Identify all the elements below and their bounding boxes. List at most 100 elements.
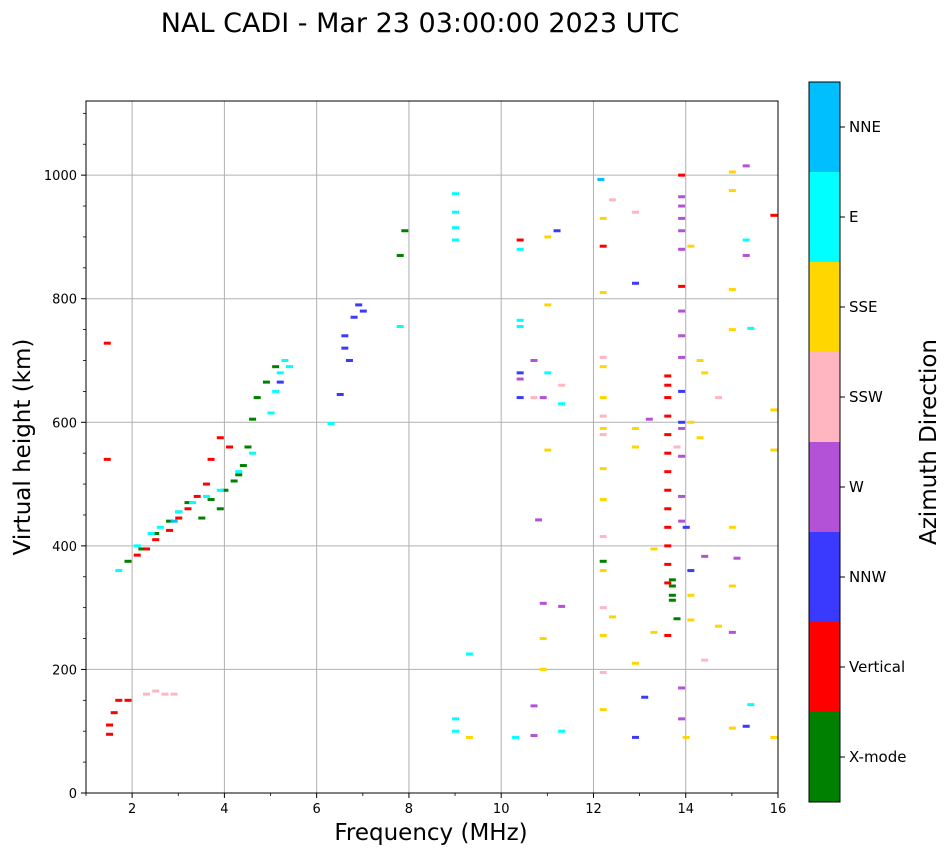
data-point-e: [115, 569, 123, 573]
data-point-x-mode: [272, 365, 280, 369]
data-point-x-mode: [673, 617, 681, 621]
data-point-e: [189, 501, 197, 505]
data-point-vertical: [770, 213, 778, 217]
data-point-nnw: [341, 346, 349, 350]
data-point-nnw: [553, 229, 561, 233]
data-point-x-mode: [668, 598, 676, 602]
data-point-e: [512, 735, 520, 739]
x-tick-label: 2: [128, 802, 136, 817]
data-point-sse: [599, 291, 607, 295]
grid-lines: [86, 101, 779, 794]
data-point-w: [678, 426, 686, 430]
data-point-sse: [608, 615, 616, 619]
data-point-sse: [599, 365, 607, 369]
colorbar-segment: [809, 262, 840, 352]
data-point-sse: [631, 426, 639, 430]
data-point-sse: [687, 618, 695, 622]
data-point-ssw: [599, 355, 607, 359]
data-point-w: [535, 518, 543, 522]
data-point-sse: [728, 170, 736, 174]
data-point-vertical: [664, 633, 672, 637]
y-tick-label: 200: [52, 663, 77, 678]
data-point-nnw: [276, 380, 284, 384]
data-point-x-mode: [668, 578, 676, 582]
data-point-sse: [715, 624, 723, 628]
data-point-nnw: [516, 371, 524, 375]
data-point-sse: [650, 547, 658, 551]
data-point-nnw: [359, 309, 367, 313]
data-point-sse: [599, 396, 607, 400]
data-point-vertical: [110, 711, 118, 715]
y-tick-label: 0: [69, 787, 77, 802]
data-point-ssw: [170, 692, 178, 696]
data-point-vertical: [175, 516, 183, 520]
data-point-w: [530, 359, 538, 362]
data-point-w: [530, 734, 538, 738]
colorbar: X-mode Vertical NNW W SSW SSE E NNE: [808, 81, 906, 803]
data-point-x-mode: [244, 445, 252, 449]
data-point-sse: [650, 630, 658, 634]
data-point-e: [396, 325, 404, 329]
data-point-sse: [770, 448, 778, 452]
y-tick-label: 1000: [44, 169, 77, 184]
data-point-x-mode: [138, 547, 146, 551]
data-point-w: [678, 355, 686, 359]
data-point-vertical: [678, 284, 686, 288]
data-point-vertical: [226, 445, 234, 449]
data-point-nne: [170, 519, 178, 523]
colorbar-segment: [809, 622, 840, 712]
data-point-sse: [770, 735, 778, 739]
data-point-x-mode: [152, 532, 160, 535]
data-point-sse: [696, 436, 704, 440]
data-point-vertical: [664, 544, 672, 548]
data-point-w: [539, 396, 547, 400]
data-point-ssw: [673, 445, 681, 449]
data-points: [103, 164, 778, 739]
data-point-ssw: [631, 210, 639, 214]
data-point-nnw: [687, 569, 695, 573]
data-point-x-mode: [401, 229, 409, 233]
x-axis-ticks: 2 4 6 8 10 12 14 16: [85, 793, 786, 817]
colorbar-label: Vertical: [849, 658, 905, 676]
colorbar-label: X-mode: [849, 748, 906, 766]
data-point-e: [516, 247, 524, 251]
data-point-nnw: [631, 735, 639, 739]
data-point-w: [701, 554, 709, 558]
data-point-x-mode: [249, 417, 257, 421]
data-point-ssw: [608, 198, 616, 202]
data-point-w: [530, 704, 538, 708]
data-point-e: [249, 451, 257, 455]
data-point-e: [452, 729, 460, 733]
data-point-sse: [599, 467, 607, 471]
y-axis-ticks: 0 200 400 600 800 1000: [44, 112, 86, 802]
data-point-vertical: [124, 698, 132, 702]
data-point-vertical: [193, 494, 201, 498]
data-point-sse: [599, 708, 607, 712]
data-point-x-mode: [230, 479, 238, 483]
colorbar-segment: [809, 442, 840, 532]
data-point-x-mode: [239, 464, 247, 468]
data-point-nnw: [341, 334, 349, 338]
data-point-sse: [728, 584, 736, 588]
data-point-e: [742, 238, 750, 242]
data-point-x-mode: [166, 519, 174, 523]
colorbar-segment: [809, 172, 840, 262]
data-point-nnw: [631, 281, 639, 285]
colorbar-segment: [809, 532, 840, 622]
data-point-nnw: [678, 420, 686, 424]
x-tick-label: 14: [677, 802, 694, 817]
data-point-w: [678, 229, 686, 233]
data-point-vertical: [516, 238, 524, 242]
data-point-e: [465, 652, 473, 656]
data-point-e: [175, 510, 183, 514]
data-point-e: [747, 326, 755, 330]
data-point-e: [156, 525, 164, 529]
data-point-nnw: [641, 695, 649, 699]
data-point-ssw: [715, 396, 723, 400]
data-point-sse: [599, 498, 607, 502]
data-point-vertical: [202, 482, 210, 486]
data-point-e: [452, 226, 460, 230]
data-point-w: [678, 454, 686, 458]
